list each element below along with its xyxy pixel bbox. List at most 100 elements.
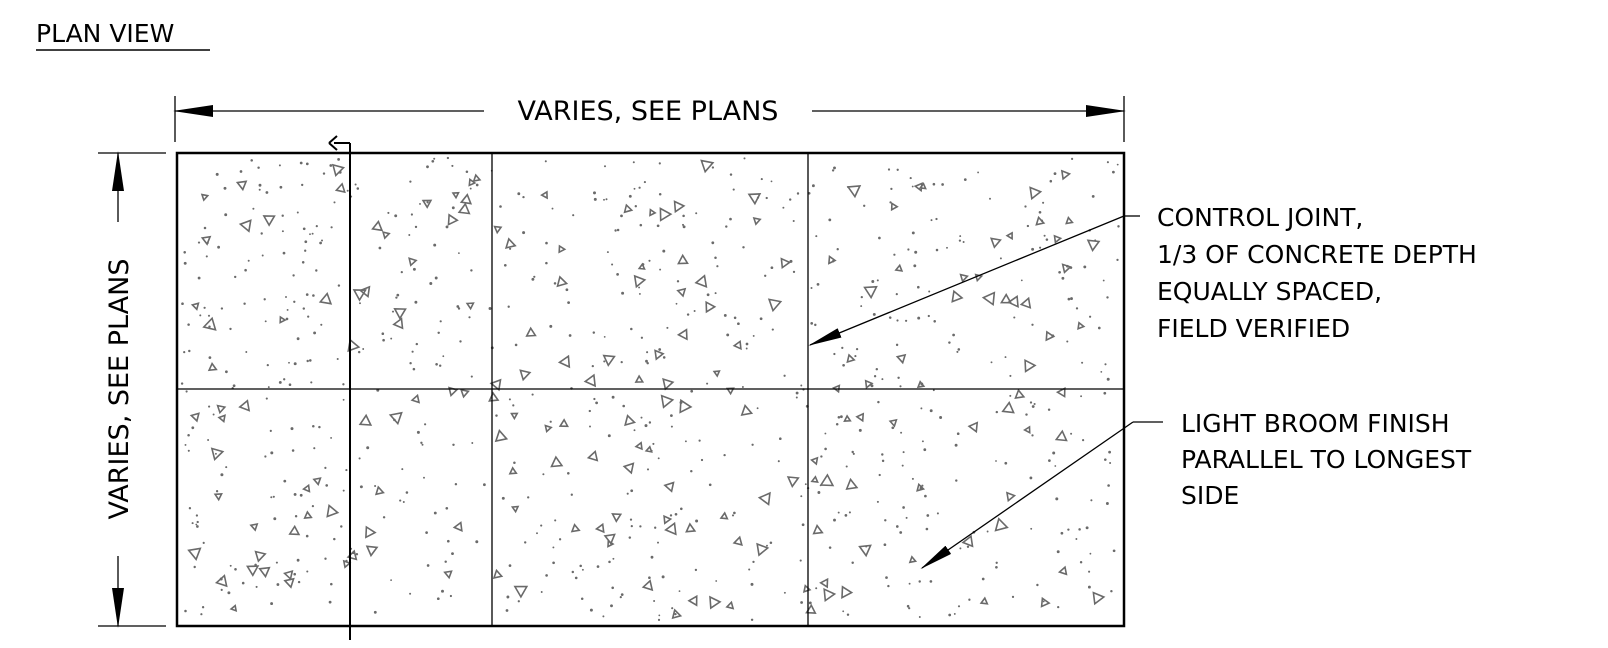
- aggregate-dot: [1107, 484, 1110, 487]
- aggregate-dot: [1042, 600, 1045, 603]
- aggregate-triangle: [452, 521, 463, 532]
- aggregate-dot: [291, 449, 295, 452]
- aggregate-dot: [932, 389, 935, 392]
- aggregate-dot: [842, 610, 845, 613]
- aggregate-triangle: [622, 462, 635, 475]
- aggregate-dot: [706, 293, 710, 297]
- aggregate-triangle: [1092, 591, 1106, 606]
- aggregate-dot: [726, 333, 730, 337]
- aggregate-dot: [632, 161, 635, 164]
- aggregate-dot: [927, 314, 930, 318]
- aggregate-dot: [425, 531, 428, 534]
- aggregate-dot: [508, 398, 511, 401]
- aggregate-dot: [644, 424, 648, 428]
- aggregate-dot: [243, 302, 246, 305]
- aggregate-triangle: [756, 542, 770, 557]
- aggregate-dot: [333, 537, 336, 541]
- aggregate-dot: [630, 327, 633, 331]
- aggregate-dot: [591, 364, 594, 368]
- aggregate-dot: [917, 316, 921, 320]
- aggregate-dot: [633, 187, 636, 190]
- aggregate-dot: [196, 520, 199, 524]
- aggregate-triangle: [908, 555, 918, 564]
- aggregate-triangle: [492, 568, 504, 579]
- aggregate-dot: [1102, 279, 1105, 282]
- aggregate-dot: [593, 191, 596, 195]
- aggregate-dot: [743, 157, 746, 160]
- aggregate-dot: [881, 453, 884, 456]
- aggregate-dot: [824, 447, 827, 451]
- aggregate-dot: [571, 570, 575, 574]
- aggregate-dot: [1112, 170, 1115, 174]
- aggregate-dot: [911, 185, 914, 188]
- aggregate-dot: [899, 385, 902, 388]
- aggregate-dot: [197, 241, 201, 244]
- aggregate-dot: [646, 468, 650, 471]
- aggregate-dot: [320, 323, 323, 326]
- aggregate-triangle: [1045, 330, 1056, 342]
- aggregate-triangle: [812, 524, 824, 535]
- aggregate-dot: [646, 361, 649, 365]
- aggregate-triangle: [890, 201, 899, 212]
- aggregate-dot: [444, 560, 447, 563]
- aggregate-dot: [567, 301, 570, 304]
- aggregate-dot: [870, 384, 874, 388]
- aggregate-dot: [409, 362, 412, 365]
- aggregate-dot: [783, 374, 786, 377]
- aggregate-dot: [279, 185, 283, 189]
- horizontal-dimension: VARIES, SEE PLANS: [173, 96, 1126, 142]
- aggregate-triangle: [279, 315, 287, 324]
- aggregate-dot: [1020, 279, 1023, 282]
- aggregate-dot: [513, 461, 516, 464]
- aggregate-dot: [293, 362, 297, 366]
- aggregate-triangle: [843, 414, 852, 422]
- aggregate-dot: [549, 420, 552, 423]
- aggregate-triangle: [459, 193, 473, 205]
- horizontal-dimension-label: VARIES, SEE PLANS: [518, 96, 779, 127]
- aggregate-dot: [522, 195, 525, 199]
- aggregate-dot: [639, 525, 642, 528]
- aggregate-dot: [301, 261, 305, 264]
- aggregate-dot: [581, 568, 584, 571]
- aggregate-dot: [299, 493, 303, 497]
- aggregate-triangle: [740, 404, 754, 417]
- aggregate-dot: [995, 410, 999, 414]
- aggregate-dot: [769, 541, 773, 544]
- aggregate-dot: [958, 239, 962, 242]
- aggregate-dot: [302, 227, 306, 231]
- aggregate-dot: [223, 186, 227, 190]
- aggregate-dot: [658, 348, 662, 351]
- aggregate-dot: [290, 427, 294, 431]
- aggregate-dot: [387, 211, 390, 214]
- aggregate-triangle: [602, 354, 616, 367]
- aggregate-dot: [408, 234, 411, 236]
- aggregate-triangle: [504, 237, 517, 250]
- aggregate-dot: [191, 426, 195, 430]
- aggregate-dot: [715, 580, 718, 582]
- aggregate-dot: [374, 484, 377, 488]
- aggregate-triangle: [1005, 231, 1013, 241]
- aggregate-dot: [589, 425, 591, 428]
- aggregate-dot: [670, 414, 673, 417]
- aggregate-dot: [378, 246, 382, 250]
- aggregate-dot: [270, 602, 274, 606]
- aggregate-dot: [457, 307, 461, 310]
- aggregate-dot: [410, 213, 413, 216]
- aggregate-dot: [234, 275, 237, 279]
- aggregate-dot: [1109, 462, 1112, 464]
- aggregate-dot: [281, 214, 284, 217]
- aggregate-dot: [860, 305, 863, 308]
- aggregate-triangle: [189, 412, 200, 423]
- aggregate-dot: [900, 431, 903, 434]
- aggregate-dot: [1066, 340, 1069, 343]
- aggregate-triangle: [894, 263, 904, 272]
- aggregate-dot: [229, 564, 232, 567]
- aggregate-dot: [415, 342, 419, 346]
- aggregate-dot: [657, 457, 660, 460]
- aggregate-triangle: [447, 213, 459, 226]
- aggregate-dot: [229, 327, 232, 331]
- aggregate-dot: [337, 158, 340, 161]
- aggregate-dot: [382, 516, 386, 519]
- aggregate-dot: [808, 601, 812, 605]
- aggregate-dot: [858, 428, 862, 432]
